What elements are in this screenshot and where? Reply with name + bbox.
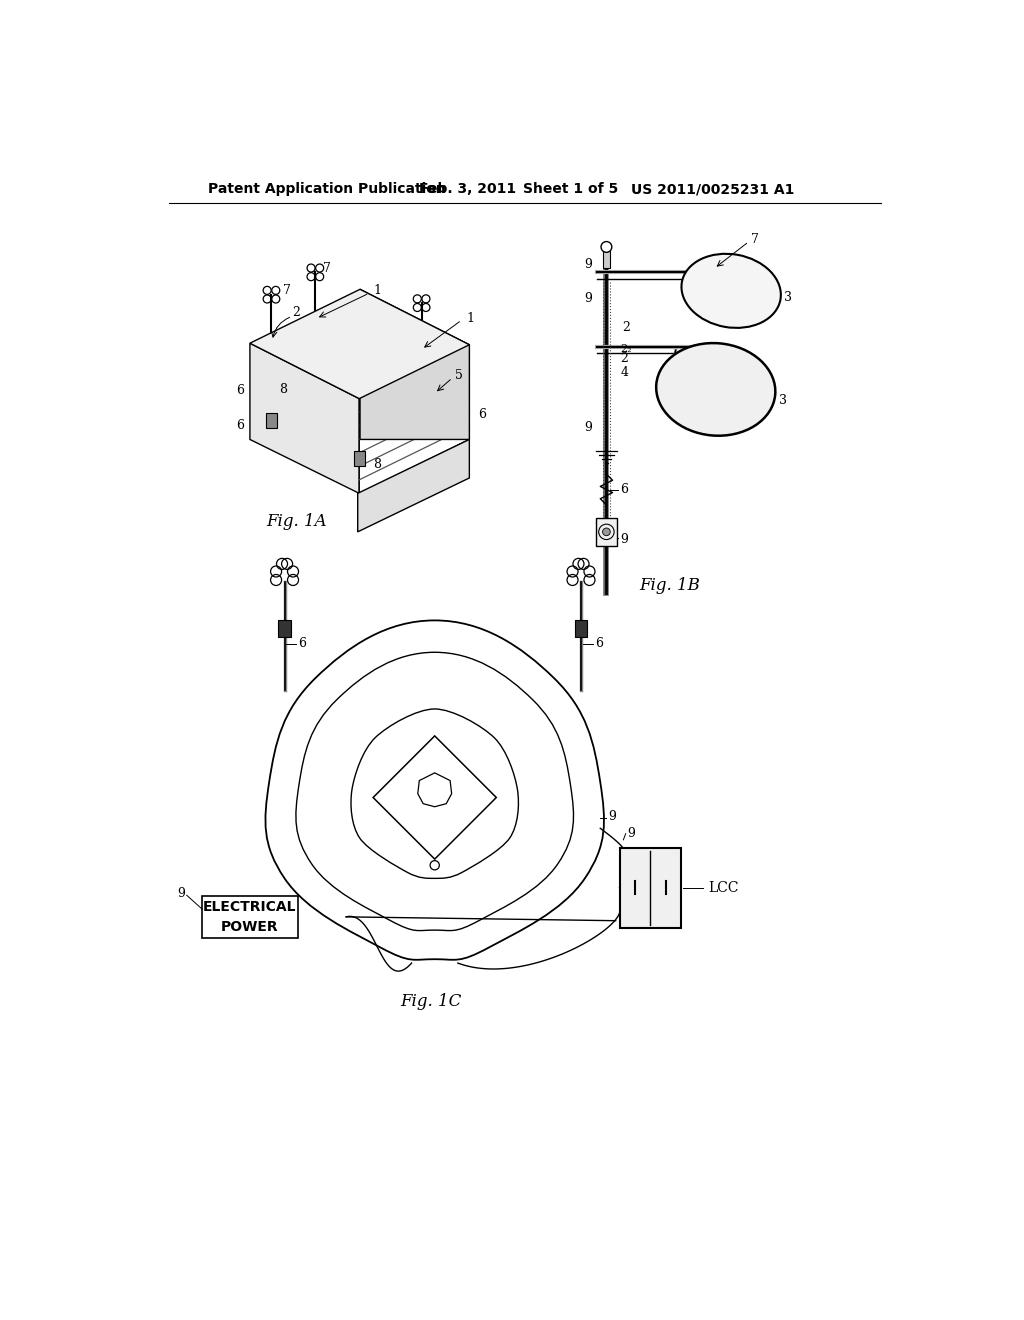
Text: US 2011/0025231 A1: US 2011/0025231 A1 (631, 182, 795, 197)
Text: 9: 9 (177, 887, 185, 900)
Ellipse shape (681, 253, 781, 327)
Text: 9: 9 (585, 259, 593, 271)
Polygon shape (250, 343, 359, 494)
Text: 8: 8 (279, 383, 287, 396)
Text: 6: 6 (478, 408, 486, 421)
Polygon shape (360, 289, 469, 440)
Text: 8: 8 (373, 458, 381, 471)
Text: 1: 1 (374, 284, 382, 297)
Text: 1: 1 (466, 312, 474, 325)
Text: Fig. 1C: Fig. 1C (400, 993, 462, 1010)
FancyBboxPatch shape (620, 847, 681, 928)
Text: 6: 6 (595, 638, 603, 649)
Text: 9: 9 (585, 292, 593, 305)
Text: ELECTRICAL
POWER: ELECTRICAL POWER (203, 900, 297, 933)
Circle shape (601, 242, 611, 252)
Text: 6: 6 (621, 483, 629, 496)
Text: 2: 2 (621, 352, 628, 366)
Text: 7: 7 (323, 261, 331, 275)
Text: 2₂: 2₂ (621, 345, 632, 354)
Text: Fig. 1A: Fig. 1A (266, 513, 327, 531)
Text: 5: 5 (456, 370, 464, 381)
Text: 9: 9 (608, 810, 615, 824)
Ellipse shape (656, 343, 775, 436)
Text: 2: 2 (292, 306, 300, 319)
FancyBboxPatch shape (279, 620, 291, 638)
Text: 9: 9 (628, 828, 635, 841)
Text: 4: 4 (621, 366, 629, 379)
Text: Patent Application Publication: Patent Application Publication (208, 182, 445, 197)
FancyBboxPatch shape (596, 517, 617, 545)
Text: 3: 3 (779, 395, 786, 408)
Text: 9: 9 (621, 533, 628, 546)
Circle shape (430, 861, 439, 870)
FancyBboxPatch shape (354, 451, 365, 466)
FancyBboxPatch shape (266, 412, 276, 428)
Text: Sheet 1 of 5: Sheet 1 of 5 (523, 182, 618, 197)
Text: LCC: LCC (708, 880, 738, 895)
FancyBboxPatch shape (574, 620, 587, 638)
Circle shape (602, 528, 610, 536)
Polygon shape (359, 345, 469, 494)
Text: 9: 9 (585, 421, 593, 434)
Text: Fig. 1B: Fig. 1B (639, 577, 700, 594)
Text: 7: 7 (283, 284, 291, 297)
Text: 6: 6 (298, 638, 306, 649)
Polygon shape (357, 440, 469, 532)
Text: Feb. 3, 2011: Feb. 3, 2011 (419, 182, 516, 197)
Text: 6: 6 (237, 384, 245, 397)
Text: 2: 2 (622, 321, 630, 334)
Polygon shape (250, 289, 469, 399)
Text: 3: 3 (783, 290, 792, 304)
FancyBboxPatch shape (602, 251, 610, 268)
Text: 7: 7 (752, 232, 759, 246)
Text: 6: 6 (237, 418, 245, 432)
